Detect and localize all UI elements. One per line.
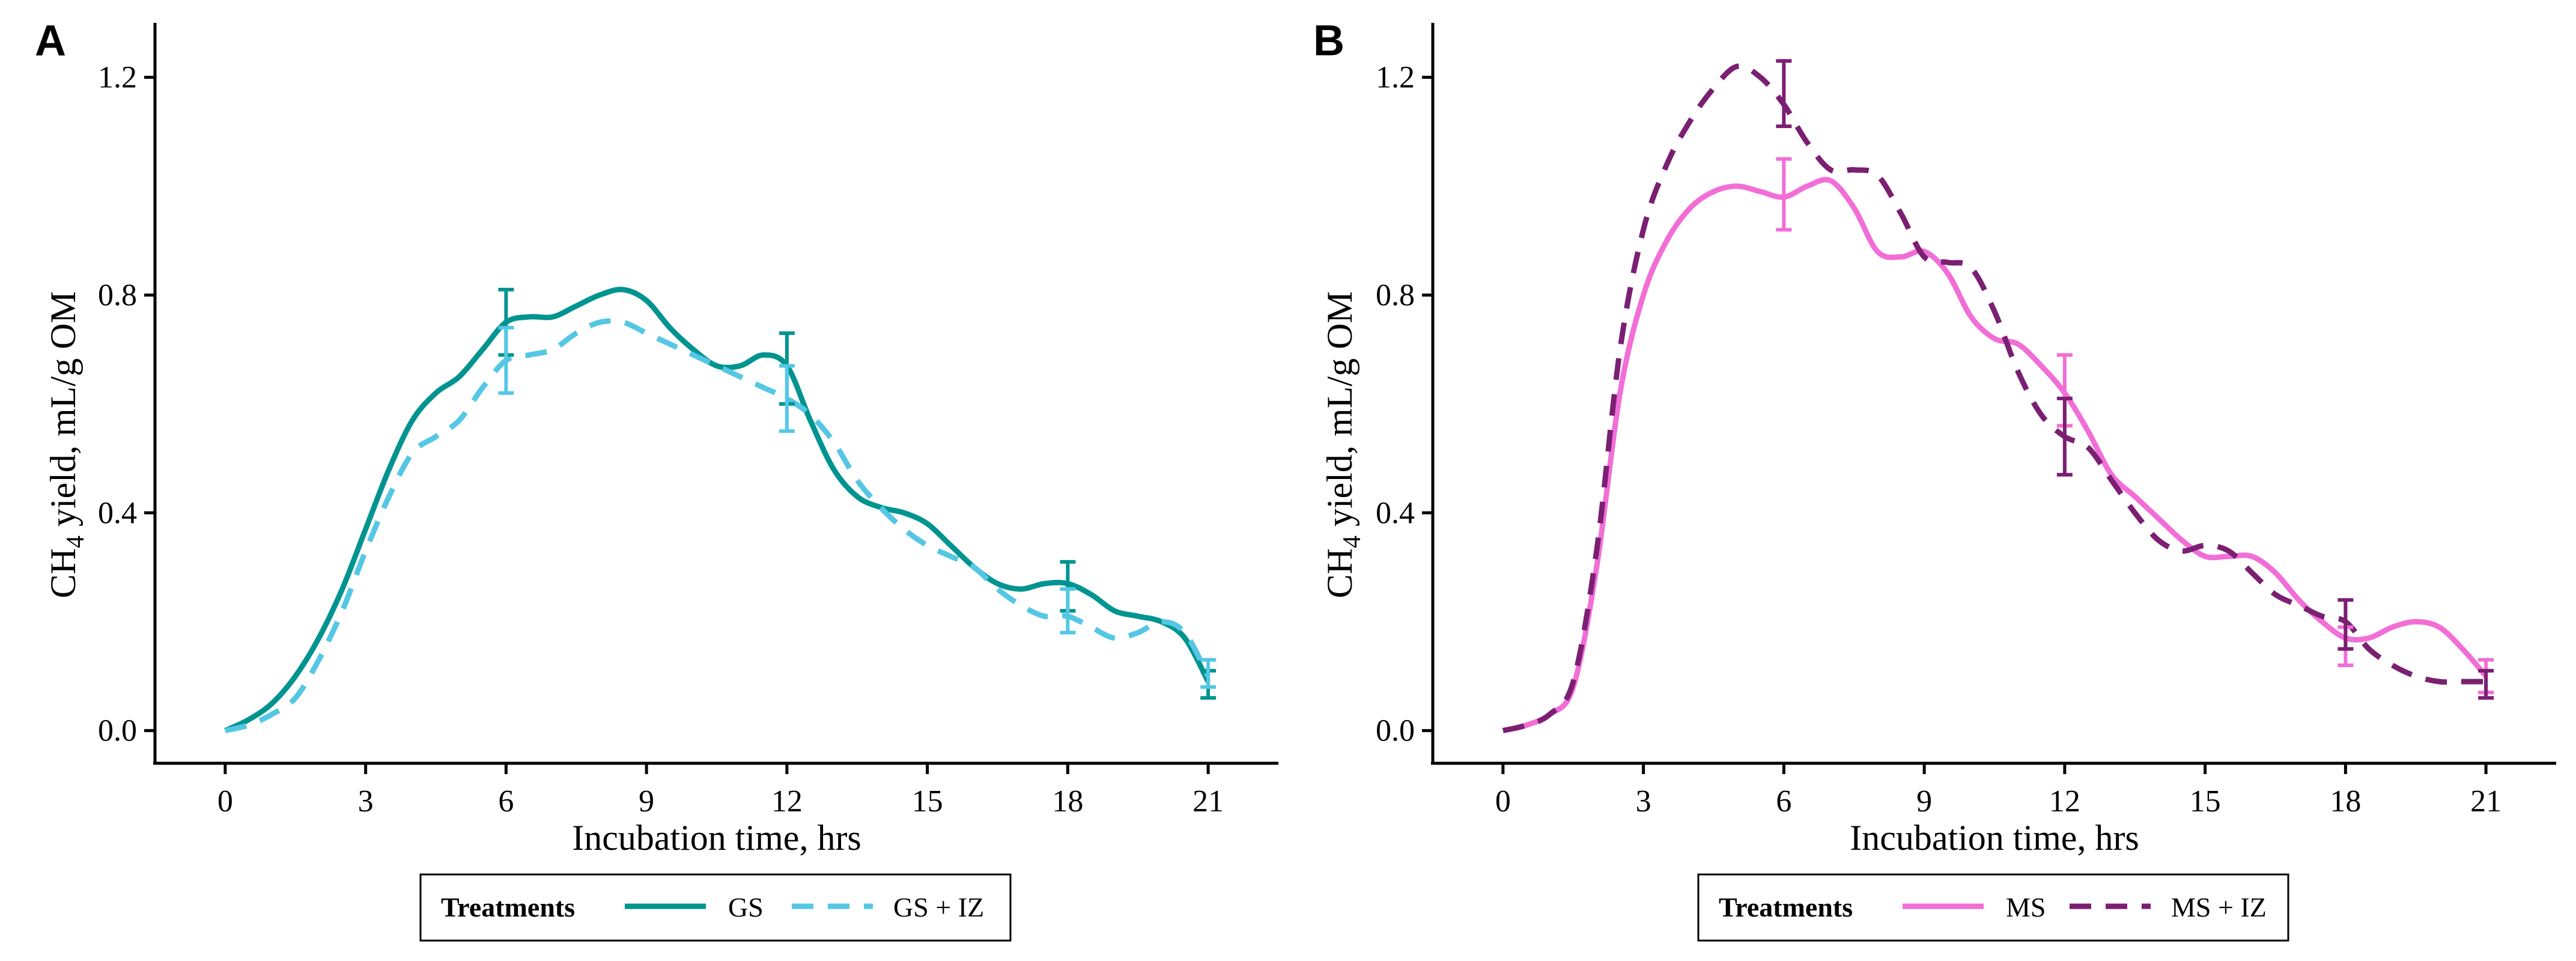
y-axis-ticks: 0.0 0.4 0.8 1.2 (98, 61, 155, 748)
y-tick-label: 0.8 (1376, 278, 1415, 313)
legend-label-gs-iz: GS + IZ (893, 892, 984, 923)
panel-label: B (1313, 17, 1344, 65)
series-line-gs-iz (224, 318, 1211, 733)
y-tick-label: 0.8 (98, 278, 137, 313)
x-tick-label: 12 (2049, 784, 2080, 819)
y-axis-ticks: 0.0 0.4 0.8 1.2 (1376, 61, 1433, 748)
x-tick-label: 0 (217, 784, 233, 819)
x-tick-label: 9 (639, 784, 654, 819)
legend-label-ms: MS (2006, 892, 2046, 923)
series-lines (1502, 63, 2488, 733)
x-tick-label: 3 (1636, 784, 1651, 819)
x-tick-label: 18 (1052, 784, 1083, 819)
x-axis-title: Incubation time, hrs (572, 818, 861, 858)
legend-frame (419, 873, 1012, 942)
legend-frame (1697, 873, 2289, 942)
panel-label: A (35, 17, 66, 65)
y-tick-label: 1.2 (98, 61, 137, 95)
y-axis-title: CH4 yield, mL/g OM (43, 291, 90, 599)
y-tick-label: 0.4 (1376, 496, 1415, 530)
legend-title: Treatments (1719, 892, 1853, 923)
x-tick-label: 21 (1192, 784, 1224, 819)
y-tick-label: 0.0 (1376, 714, 1415, 748)
x-tick-label: 6 (1776, 784, 1791, 819)
y-tick-label: 0.0 (98, 714, 137, 748)
x-tick-label: 15 (912, 784, 943, 819)
y-tick-label: 0.4 (98, 496, 137, 530)
x-tick-label: 6 (498, 784, 514, 819)
x-tick-label: 12 (771, 784, 803, 819)
x-tick-label: 9 (1916, 784, 1932, 819)
error-bars (498, 287, 1217, 700)
x-tick-label: 21 (2470, 784, 2502, 819)
x-tick-label: 18 (2330, 784, 2361, 819)
legend: Treatments MS MS + IZ (1697, 873, 2289, 942)
x-tick-label: 3 (358, 784, 374, 819)
y-tick-label: 1.2 (1376, 61, 1415, 95)
x-axis-ticks: 0 3 6 9 12 15 18 21 (217, 763, 1224, 819)
error-bars (1776, 59, 2494, 700)
legend-label-gs: GS (728, 892, 764, 923)
x-axis-ticks: 0 3 6 9 12 15 18 21 (1495, 763, 2502, 819)
legend-label-ms-iz: MS + IZ (2171, 892, 2267, 923)
y-axis-title: CH4 yield, mL/g OM (1320, 291, 1366, 599)
series-line-gs (224, 287, 1211, 733)
legend: Treatments GS GS + IZ (419, 873, 1012, 942)
legend-title: Treatments (441, 892, 575, 923)
series-line-ms-iz (1502, 63, 2486, 733)
panel-b: B CH4 yield, mL/g OM 0.0 0.4 0.8 1.2 0 3 6 9 12… (1313, 17, 2556, 942)
x-tick-label: 0 (1495, 784, 1511, 819)
series-lines (224, 287, 1211, 733)
x-axis-title: Incubation time, hrs (1850, 818, 2139, 858)
x-tick-label: 15 (2190, 784, 2221, 819)
panel-a: A CH4 yield, mL/g OM 0.0 0.4 0.8 1.2 0 3 6 9 12… (35, 17, 1278, 942)
